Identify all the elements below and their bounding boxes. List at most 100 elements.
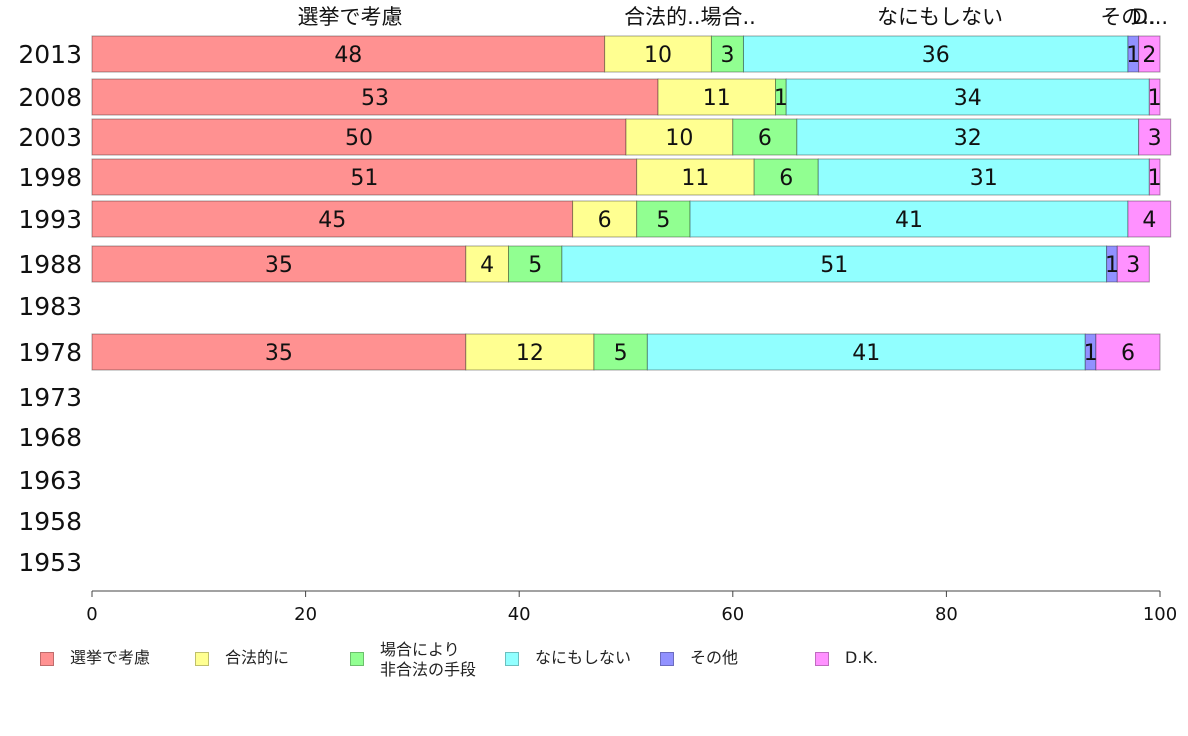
legend-swatch xyxy=(815,652,829,666)
legend-label: 選挙で考慮 xyxy=(70,648,151,667)
data-label: 6 xyxy=(758,126,772,151)
bar-segment xyxy=(91,158,638,196)
legend-item: その他 xyxy=(660,640,738,668)
legend-item: 選挙で考慮 xyxy=(40,640,150,668)
bar-segment xyxy=(1148,78,1161,116)
x-tick-label: 100 xyxy=(1143,604,1177,625)
data-label: 1 xyxy=(1084,341,1098,366)
data-label: 41 xyxy=(895,208,923,233)
y-tick-label: 1958 xyxy=(18,507,82,536)
data-label: 51 xyxy=(820,253,848,278)
data-label: 12 xyxy=(516,341,544,366)
data-label: 36 xyxy=(922,43,950,68)
stacked-bar-chart: 選挙で考慮 合法的..場合.. なにもしない その..D...201320082003… xyxy=(18,5,1177,625)
data-label: 5 xyxy=(656,208,670,233)
data-label: 6 xyxy=(1121,341,1135,366)
y-tick-label: 1963 xyxy=(18,466,82,495)
legend-item: 場合により 非合法の手段 xyxy=(350,640,476,680)
data-label: 50 xyxy=(345,126,373,151)
y-tick-label: 1973 xyxy=(18,383,82,412)
legend-swatch xyxy=(195,652,209,666)
data-label: 1 xyxy=(1105,253,1119,278)
legend-swatch xyxy=(660,652,674,666)
data-label: 3 xyxy=(720,43,734,68)
bar-segment xyxy=(572,200,638,238)
data-label: 1 xyxy=(1148,86,1162,111)
data-label: 34 xyxy=(954,86,982,111)
data-label: 35 xyxy=(265,253,293,278)
bar-segment xyxy=(91,35,606,73)
data-label: 1 xyxy=(1126,43,1140,68)
legend-item: D.K. xyxy=(815,640,878,668)
data-label: 5 xyxy=(614,341,628,366)
y-tick-label: 2008 xyxy=(18,83,82,112)
bar-segment xyxy=(604,35,712,73)
top-series-label: その.. xyxy=(1100,5,1155,29)
legend-label: 合法的に xyxy=(225,648,290,667)
data-label: 4 xyxy=(1142,208,1156,233)
y-tick-label: 1953 xyxy=(18,548,82,577)
data-label: 6 xyxy=(779,166,793,191)
data-label: 32 xyxy=(954,126,982,151)
bar-segment xyxy=(636,158,755,196)
legend-item: 合法的に xyxy=(195,640,289,668)
bar-segment xyxy=(817,158,1150,196)
legend: 選挙で考慮 合法的に 場合により 非合法の手段 なにもしない その他 D.K. xyxy=(40,640,1140,690)
data-label: 3 xyxy=(1126,253,1140,278)
legend-swatch xyxy=(350,652,364,666)
legend-label: なにもしない xyxy=(535,648,632,667)
legend-label: D.K. xyxy=(845,648,878,667)
legend-swatch xyxy=(505,652,519,666)
top-series-label: 選挙で考慮 xyxy=(298,5,403,29)
data-label: 1 xyxy=(774,86,788,111)
data-label: 41 xyxy=(852,341,880,366)
bar-segment xyxy=(785,78,1150,116)
top-series-label: 合法的..場合.. xyxy=(624,5,756,29)
y-tick-label: 1978 xyxy=(18,338,82,367)
bar-segment xyxy=(91,333,467,371)
bar-segment xyxy=(796,118,1140,156)
y-tick-label: 2003 xyxy=(18,123,82,152)
bar-segment xyxy=(657,78,777,116)
bar-segment xyxy=(689,200,1129,238)
x-tick-label: 80 xyxy=(935,604,958,625)
bar-segment xyxy=(1138,118,1172,156)
data-label: 6 xyxy=(598,208,612,233)
bar-segment xyxy=(1116,245,1150,283)
bar-segment xyxy=(465,245,510,283)
data-label: 1 xyxy=(1148,166,1162,191)
legend-item: なにもしない xyxy=(505,640,631,668)
bar-segment xyxy=(1127,200,1172,238)
data-label: 2 xyxy=(1142,43,1156,68)
bar-segment xyxy=(742,35,1129,73)
bar-segment xyxy=(1148,158,1161,196)
y-tick-label: 2013 xyxy=(18,40,82,69)
data-label: 31 xyxy=(970,166,998,191)
data-label: 4 xyxy=(480,253,494,278)
bar-segment xyxy=(593,333,648,371)
y-tick-label: 1988 xyxy=(18,250,82,279)
x-tick-label: 0 xyxy=(86,604,97,625)
bar-segment xyxy=(91,78,659,116)
legend-label: 場合により 非合法の手段 xyxy=(380,640,477,679)
data-label: 35 xyxy=(265,341,293,366)
data-label: 10 xyxy=(665,126,693,151)
data-label: 45 xyxy=(318,208,346,233)
bar-segment xyxy=(710,35,744,73)
y-tick-label: 1968 xyxy=(18,423,82,452)
y-tick-label: 1983 xyxy=(18,292,82,321)
data-label: 5 xyxy=(528,253,542,278)
bar-segment xyxy=(753,158,819,196)
bar-segment xyxy=(1095,333,1161,371)
top-series-label: D... xyxy=(1132,5,1168,29)
y-tick-label: 1998 xyxy=(18,163,82,192)
bar-segment xyxy=(732,118,798,156)
legend-swatch xyxy=(40,652,54,666)
bar-segment xyxy=(91,118,627,156)
bar-segment xyxy=(636,200,691,238)
data-label: 10 xyxy=(644,43,672,68)
bar-segment xyxy=(91,245,467,283)
data-label: 3 xyxy=(1148,126,1162,151)
x-tick-label: 40 xyxy=(508,604,531,625)
data-label: 11 xyxy=(703,86,731,111)
